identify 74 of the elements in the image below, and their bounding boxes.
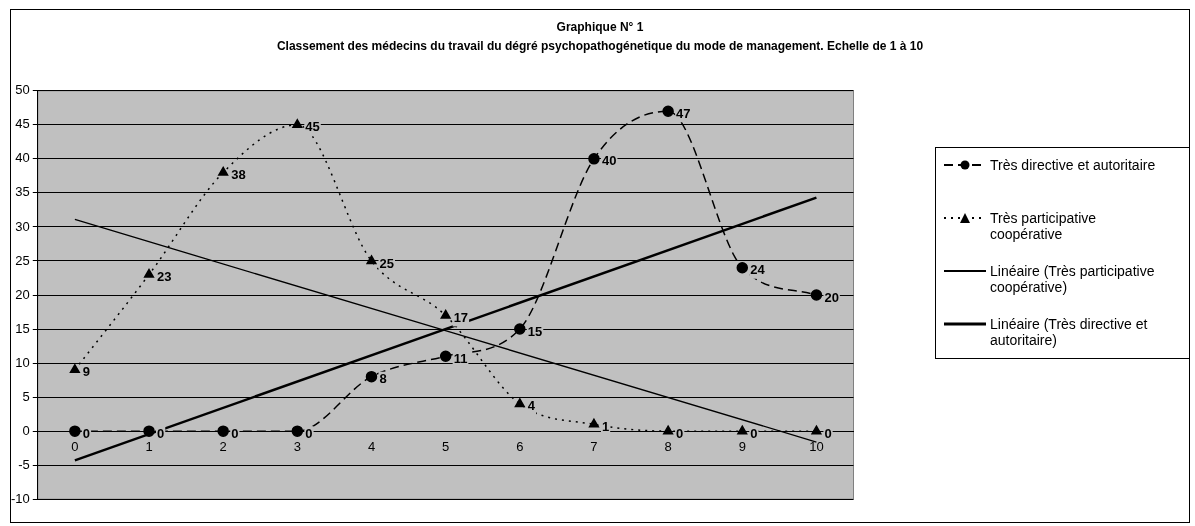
point	[588, 418, 600, 428]
point	[69, 364, 80, 374]
point	[662, 105, 674, 117]
x-tick-label: 4	[367, 438, 376, 454]
y-tick-label: 30	[15, 218, 30, 234]
point	[440, 309, 451, 319]
legend-label: Très directive et autoritaire	[990, 157, 1157, 173]
point	[292, 119, 303, 129]
data-label: 0	[82, 425, 91, 441]
data-label: 0	[157, 425, 165, 441]
y-tick-label: -5	[18, 456, 30, 472]
data-label: 1	[601, 418, 610, 434]
point	[514, 398, 525, 408]
chart-subtitle: Classement des médecins du travail du dégré psychopathogénetique du mode de management. Echelle de 1 à 10	[275, 38, 925, 55]
point	[143, 268, 155, 278]
x-tick-label: 2	[219, 438, 227, 454]
y-tick-label: 25	[15, 252, 30, 268]
data-label: 0	[305, 425, 313, 441]
y-tick-label: 20	[15, 286, 30, 302]
point	[69, 425, 81, 437]
data-label: 0	[824, 425, 832, 441]
x-tick-label: 6	[516, 438, 524, 454]
legend-label: Linéaire (Très participative coopérative)	[990, 263, 1156, 295]
y-tick-label: 10	[15, 354, 30, 370]
x-tick-label: 0	[71, 438, 79, 454]
legend-label: Très participative coopérative	[990, 210, 1098, 242]
data-label: 8	[379, 371, 387, 387]
y-tick-label: 0	[22, 422, 30, 438]
data-label: 4	[527, 398, 536, 414]
y-tick-label: -10	[10, 490, 30, 506]
data-label: 0	[676, 425, 684, 441]
point	[439, 350, 452, 363]
point	[291, 425, 304, 437]
point	[811, 425, 822, 435]
y-tick-label: 5	[22, 388, 30, 404]
data-label: 23	[157, 269, 172, 285]
y-tick-label: 15	[15, 320, 30, 336]
y-tick-label: 40	[15, 150, 30, 166]
point	[143, 425, 155, 437]
data-label: 0	[231, 425, 239, 441]
point	[514, 323, 526, 335]
data-label: 0	[750, 425, 758, 441]
y-tick-label: 35	[15, 184, 30, 200]
x-tick-label: 3	[293, 438, 301, 454]
x-tick-label: 7	[590, 438, 598, 454]
data-label: 20	[824, 289, 839, 305]
y-tick-label: 45	[15, 116, 30, 132]
data-label: 38	[231, 167, 246, 183]
point	[588, 153, 600, 165]
data-label: 11	[453, 350, 468, 366]
point	[366, 255, 377, 265]
point	[737, 425, 748, 435]
data-label: 17	[453, 310, 469, 325]
point	[365, 370, 378, 383]
data-label: 15	[527, 323, 543, 339]
data-label: 45	[305, 119, 320, 135]
point	[218, 166, 229, 176]
point	[810, 289, 823, 301]
x-tick-label: 5	[442, 438, 450, 454]
data-label: 24	[750, 262, 766, 278]
data-label: 40	[601, 153, 617, 169]
y-tick-label: 50	[15, 82, 30, 98]
data-label: 9	[82, 364, 91, 380]
legend-label: Linéaire (Très directive et autoritaire)	[990, 316, 1149, 348]
data-label: 47	[676, 105, 691, 121]
point	[736, 262, 749, 274]
point	[217, 425, 229, 437]
x-tick-label: 1	[145, 438, 153, 454]
x-tick-label: 8	[664, 438, 672, 454]
chart-title: Graphique N° 1	[555, 19, 645, 36]
x-tick-label: 9	[738, 438, 746, 454]
x-tick-label: 10	[809, 438, 824, 454]
point	[663, 425, 674, 435]
data-label: 25	[379, 255, 394, 271]
